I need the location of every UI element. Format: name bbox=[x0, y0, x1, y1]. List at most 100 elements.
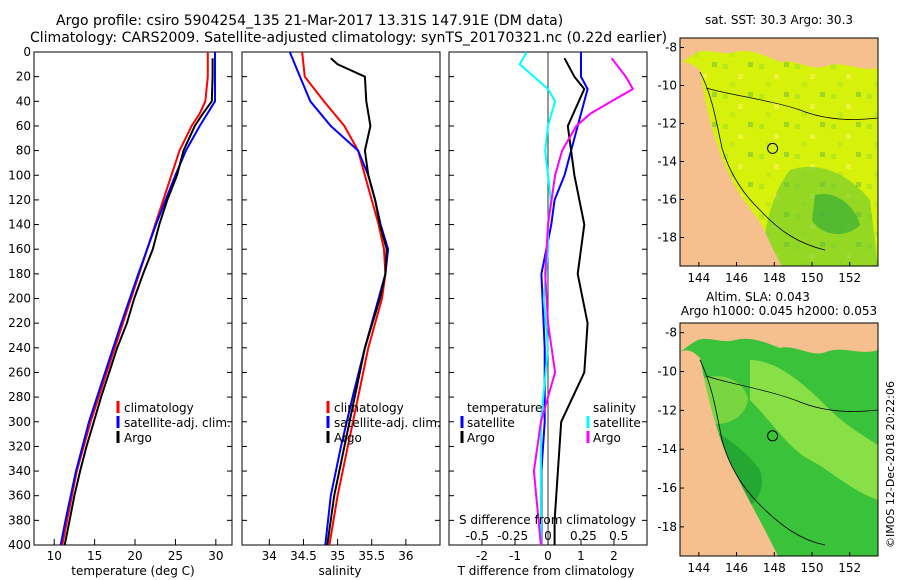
sla-map-x-tick-label: 150 bbox=[801, 561, 824, 575]
temperature-legend: climatology satellite-adj. clim. Argo bbox=[116, 401, 231, 445]
legend-climatology-label: climatology bbox=[334, 401, 404, 415]
series-line-salinity-argo bbox=[532, 57, 635, 545]
sst-map-x-tick-label: 146 bbox=[725, 271, 748, 285]
difference-x-tick-label: 2 bbox=[610, 549, 618, 563]
sla-map-x-tick-label: 152 bbox=[838, 561, 861, 575]
sst-land bbox=[680, 38, 878, 69]
depth-tick-label: 360 bbox=[8, 489, 31, 503]
sst-map-x-tick-label: 148 bbox=[763, 271, 786, 285]
sst-reef-contour bbox=[699, 71, 826, 251]
difference-xlabel: T difference from climatology bbox=[457, 564, 635, 578]
series-line-satellite-adj-clim- bbox=[288, 52, 390, 545]
salinity-legend: climatology satellite-adj. clim. Argo bbox=[326, 401, 441, 445]
sst-profile-marker bbox=[767, 142, 779, 154]
series-line-argo bbox=[326, 57, 388, 545]
salinity-plot-frame bbox=[241, 51, 441, 546]
depth-tick-label: 340 bbox=[8, 464, 31, 478]
temperature-x-tick-label: 10 bbox=[47, 549, 62, 563]
sla-map-y-ticks: -8 -10 -12 -14 -16 -18 bbox=[657, 326, 684, 534]
difference-x-tick-label: 0 bbox=[544, 549, 552, 563]
legend-temperature-satellite-label: satellite bbox=[467, 416, 515, 430]
sla-australia bbox=[680, 350, 778, 556]
legend-salinity-argo-label: Argo bbox=[593, 431, 621, 445]
sla-map-y-tick-label: -18 bbox=[657, 520, 677, 534]
legend-salinity-header: salinity bbox=[593, 401, 636, 415]
depth-tick-label: 260 bbox=[8, 365, 31, 379]
depth-tick-label: 100 bbox=[8, 168, 31, 182]
salinity-difference-tick-label: -0.5 bbox=[466, 529, 489, 543]
salinity-x-tick-label: 34 bbox=[262, 549, 277, 563]
temperature-x-tick-label: 15 bbox=[87, 549, 102, 563]
depth-tick-label: 400 bbox=[8, 538, 31, 552]
series-line-temperature-argo bbox=[553, 57, 589, 545]
sst-map-x-tick-label: 144 bbox=[687, 271, 710, 285]
sla-map-y-tick-label: -14 bbox=[657, 442, 677, 456]
legend-argo-label: Argo bbox=[334, 431, 362, 445]
legend-argo-label: Argo bbox=[124, 431, 152, 445]
depth-tick-label: 40 bbox=[16, 94, 31, 108]
sla-map-panel: Altim. SLA: 0.043 Argo h1000: 0.045 h200… bbox=[657, 290, 879, 575]
difference-salinity-axis-label: S difference from climatology bbox=[459, 513, 636, 527]
series-line-climatology bbox=[301, 52, 387, 545]
difference-series bbox=[518, 52, 635, 545]
sla-map-x-tick-label: 148 bbox=[763, 561, 786, 575]
legend-satellite-label: satellite-adj. clim. bbox=[124, 416, 231, 430]
sst-map-y-tick-label: -14 bbox=[657, 155, 677, 169]
sst-map-x-ticks: 144 146 148 150 152 bbox=[687, 262, 861, 285]
depth-tick-label: 300 bbox=[8, 415, 31, 429]
temperature-xlabel: temperature (deg C) bbox=[71, 564, 194, 578]
depth-axis-ticks: 0 20 40 60 80 100 120 140 160 180 200 220 240 260 280 3… bbox=[8, 45, 232, 552]
legend-temperature-header: temperature bbox=[467, 401, 542, 415]
sla-shelf-contour bbox=[705, 375, 878, 412]
sst-map-x-tick-label: 150 bbox=[801, 271, 824, 285]
salinity-difference-tick-label: 0.5 bbox=[609, 529, 628, 543]
sst-map-y-tick-label: -10 bbox=[657, 79, 677, 93]
temperature-x-tick-label: 20 bbox=[127, 549, 142, 563]
salinity-x-tick-label: 35.5 bbox=[358, 549, 385, 563]
sst-map-frame bbox=[679, 37, 879, 267]
salinity-y-ticks bbox=[242, 51, 440, 546]
depth-tick-label: 120 bbox=[8, 193, 31, 207]
salinity-x-ticks: 34 34.5 35 35.5 36 bbox=[262, 539, 414, 563]
salinity-x-tick-label: 35 bbox=[330, 549, 345, 563]
sst-map-y-tick-label: -12 bbox=[657, 117, 677, 131]
sla-map-title-line2: Argo h1000: 0.045 h2000: 0.053 bbox=[681, 304, 877, 318]
sla-map-y-tick-label: -16 bbox=[657, 481, 677, 495]
legend-salinity-satellite-label: satellite bbox=[593, 416, 641, 430]
sla-map-x-tick-label: 144 bbox=[687, 561, 710, 575]
sst-australia bbox=[680, 62, 782, 266]
depth-tick-label: 200 bbox=[8, 292, 31, 306]
depth-tick-label: 240 bbox=[8, 341, 31, 355]
salinity-panel: 34 34.5 35 35.5 36 salinity climatology sate… bbox=[241, 51, 441, 578]
difference-y-ticks bbox=[449, 51, 647, 546]
sla-map-y-tick-label: -10 bbox=[657, 365, 677, 379]
difference-x-tick-label: 1 bbox=[577, 549, 585, 563]
temperature-panel: 10 15 20 25 30 0 20 40 60 80 100 120 140 160 180 200 22… bbox=[8, 45, 233, 578]
difference-x-tick-label: -1 bbox=[509, 549, 521, 563]
depth-tick-label: 320 bbox=[8, 439, 31, 453]
sst-map-y-tick-label: -18 bbox=[657, 231, 677, 245]
temperature-x-tick-label: 30 bbox=[208, 549, 223, 563]
depth-tick-label: 280 bbox=[8, 390, 31, 404]
figure-title-line1: Argo profile: csiro 5904254_135 21-Mar-2… bbox=[56, 13, 563, 29]
sst-map-y-tick-label: -16 bbox=[657, 193, 677, 207]
difference-legend: temperature satellite Argo salinity sate… bbox=[460, 401, 641, 445]
legend-climatology-label: climatology bbox=[124, 401, 194, 415]
series-line-salinity-satellite bbox=[518, 52, 557, 545]
temperature-x-tick-label: 25 bbox=[168, 549, 183, 563]
depth-tick-label: 60 bbox=[16, 119, 31, 133]
sla-map-frame bbox=[679, 322, 879, 557]
difference-x-tick-label: -2 bbox=[476, 549, 488, 563]
depth-tick-label: 0 bbox=[23, 45, 31, 59]
salinity-difference-tick-label: -0.25 bbox=[497, 529, 528, 543]
temperature-x-ticks: 10 15 20 25 30 bbox=[47, 539, 223, 563]
sla-map-y-tick-label: -8 bbox=[665, 326, 677, 340]
series-line-satellite-adj-clim- bbox=[59, 52, 216, 545]
depth-tick-label: 220 bbox=[8, 316, 31, 330]
salinity-series bbox=[288, 52, 390, 545]
depth-tick-label: 20 bbox=[16, 70, 31, 84]
depth-tick-label: 180 bbox=[8, 267, 31, 281]
sla-profile-marker bbox=[767, 430, 779, 442]
sla-reef-contour bbox=[699, 359, 826, 546]
